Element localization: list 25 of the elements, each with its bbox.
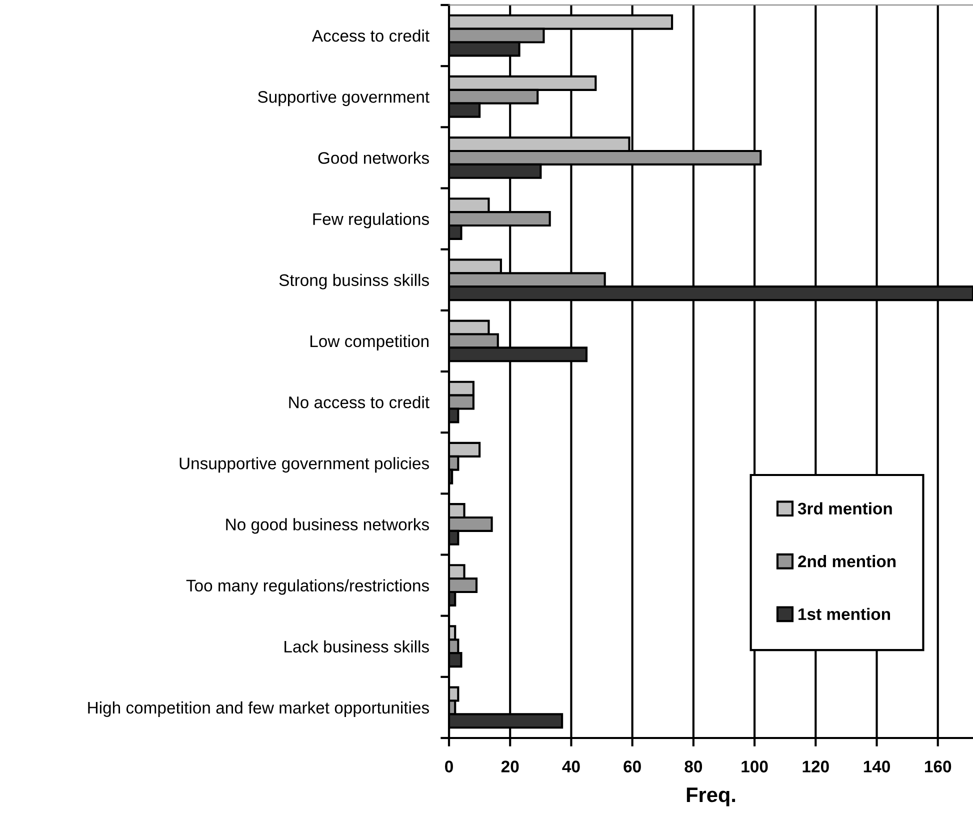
- x-tick-label: 60: [624, 760, 641, 772]
- x-tick-label: 160: [925, 760, 952, 772]
- y-tick-label: Too many regulations/restrictions: [186, 579, 429, 595]
- y-tick-label: Lack business skills: [284, 640, 429, 653]
- y-tick-label: Unsupportive government policies: [180, 457, 429, 473]
- legend-label: 3rd mention: [798, 502, 892, 515]
- y-tick-label: High competition and few market opportunities: [88, 701, 429, 717]
- legend-label: 1st mention: [798, 608, 890, 620]
- y-tick-label: Strong businss skills: [279, 274, 429, 290]
- y-tick-label: No access to credit: [289, 396, 430, 408]
- x-tick-label: 140: [864, 760, 890, 772]
- y-tick-label: Supportive government: [258, 90, 430, 106]
- legend-label: 2nd mention: [798, 555, 896, 568]
- x-tick-label: 120: [802, 760, 829, 772]
- x-tick-label: 0: [445, 760, 453, 772]
- y-tick-label: Access to credit: [312, 30, 430, 42]
- x-axis-title: Freq.: [686, 788, 736, 806]
- x-tick-label: 80: [684, 760, 702, 772]
- x-tick-label: 100: [742, 760, 768, 772]
- y-tick-label: Low competition: [310, 334, 428, 350]
- y-tick-label: Few regulations: [313, 212, 429, 228]
- y-tick-label: No good business networks: [226, 518, 429, 534]
- x-tick-label: 20: [501, 760, 519, 772]
- y-tick-label: Good networks: [318, 152, 429, 164]
- x-tick-label: 40: [562, 760, 580, 772]
